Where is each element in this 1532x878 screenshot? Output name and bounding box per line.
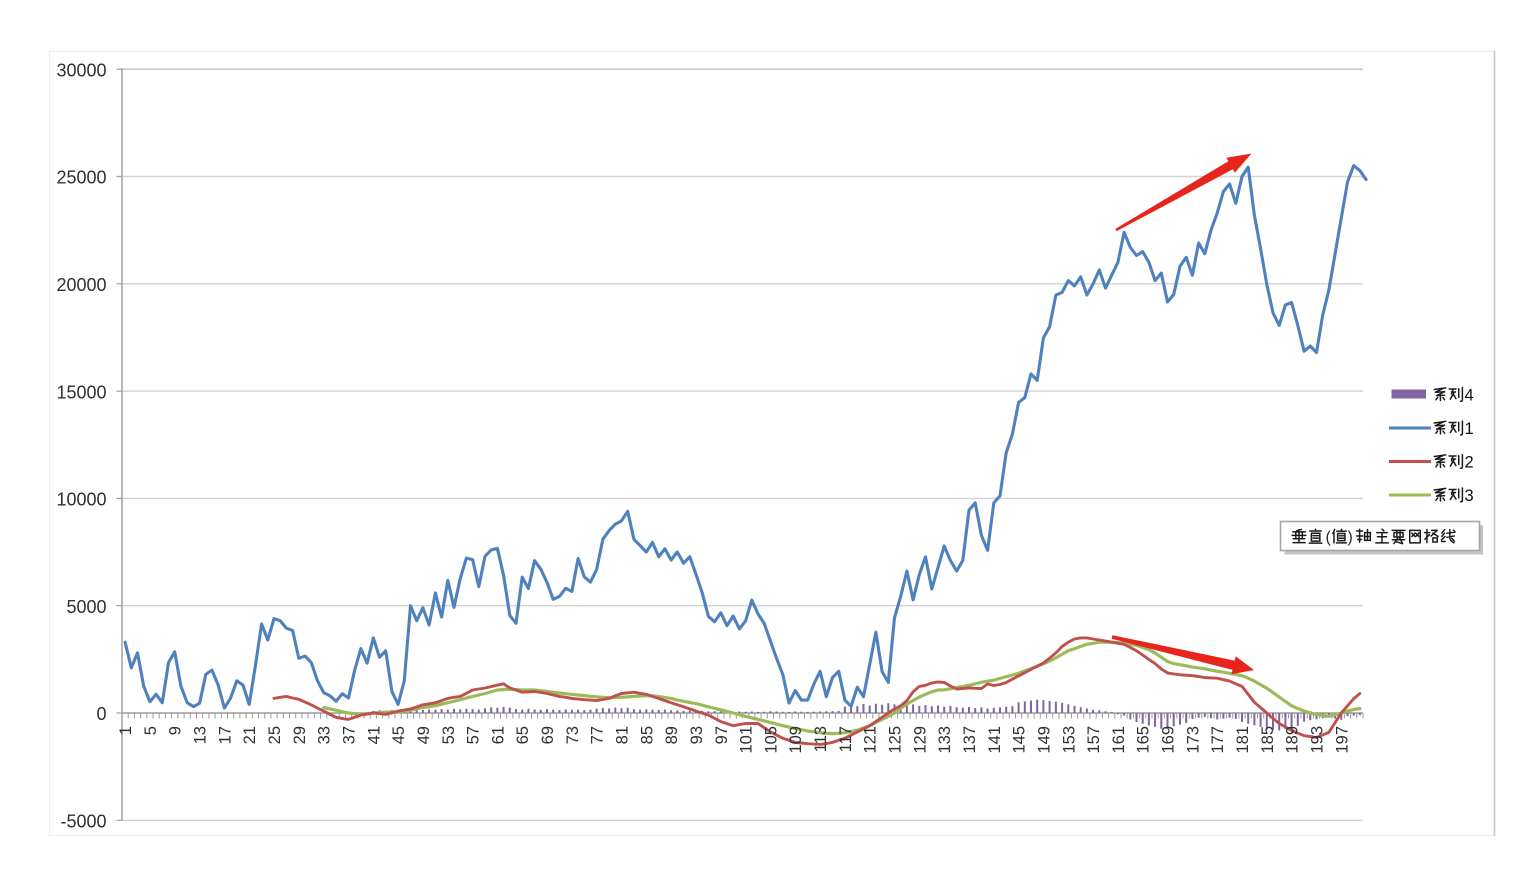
svg-text:141: 141	[986, 726, 1004, 754]
svg-text:117: 117	[837, 726, 855, 752]
svg-text:5: 5	[142, 726, 160, 735]
svg-text:153: 153	[1060, 726, 1078, 754]
svg-text:61: 61	[489, 726, 507, 744]
svg-text:101: 101	[738, 726, 756, 754]
svg-text:181: 181	[1234, 726, 1252, 754]
svg-text:189: 189	[1284, 726, 1302, 754]
svg-text:3: 3	[1465, 487, 1474, 505]
svg-text:149: 149	[1035, 726, 1053, 754]
svg-text:10000: 10000	[56, 490, 106, 510]
svg-text:177: 177	[1209, 726, 1227, 754]
svg-text:121: 121	[862, 726, 880, 754]
svg-text:5000: 5000	[66, 597, 106, 617]
svg-text:125: 125	[887, 726, 905, 754]
svg-text:1: 1	[1465, 420, 1474, 438]
svg-text:89: 89	[663, 726, 681, 744]
svg-text:57: 57	[465, 726, 483, 744]
svg-text:161: 161	[1110, 726, 1128, 754]
svg-text:129: 129	[911, 726, 929, 754]
svg-text:109: 109	[787, 726, 805, 754]
svg-text:): )	[1348, 529, 1353, 546]
svg-text:-5000: -5000	[60, 812, 106, 832]
svg-text:165: 165	[1135, 726, 1153, 754]
svg-text:73: 73	[564, 726, 582, 744]
svg-text:193: 193	[1309, 726, 1327, 754]
svg-text:65: 65	[514, 726, 532, 744]
svg-text:33: 33	[316, 726, 334, 744]
svg-text:41: 41	[365, 726, 383, 744]
svg-text:21: 21	[241, 726, 259, 744]
svg-text:25: 25	[266, 726, 284, 744]
svg-text:85: 85	[638, 726, 656, 744]
svg-text:4: 4	[1465, 387, 1474, 405]
svg-text:0: 0	[96, 704, 106, 724]
svg-text:97: 97	[713, 726, 731, 744]
svg-text:(: (	[1326, 529, 1332, 546]
svg-text:13: 13	[192, 726, 210, 744]
svg-text:1: 1	[117, 726, 135, 735]
svg-text:49: 49	[415, 726, 433, 744]
svg-text:25000: 25000	[56, 168, 106, 188]
svg-text:105: 105	[762, 726, 780, 754]
svg-text:29: 29	[291, 726, 309, 744]
svg-text:113: 113	[812, 726, 830, 752]
svg-text:145: 145	[1011, 726, 1029, 754]
svg-text:15000: 15000	[56, 382, 106, 402]
svg-text:81: 81	[614, 726, 632, 744]
svg-text:20000: 20000	[56, 275, 106, 295]
svg-text:17: 17	[216, 726, 234, 744]
svg-text:137: 137	[961, 726, 979, 754]
svg-text:69: 69	[539, 726, 557, 744]
svg-text:157: 157	[1085, 726, 1103, 754]
svg-text:30000: 30000	[56, 60, 106, 80]
svg-text:185: 185	[1259, 726, 1277, 754]
svg-text:197: 197	[1333, 726, 1351, 754]
svg-text:37: 37	[341, 726, 359, 744]
svg-text:93: 93	[688, 726, 706, 744]
svg-text:169: 169	[1160, 726, 1178, 754]
svg-text:2: 2	[1465, 454, 1474, 472]
svg-text:173: 173	[1184, 726, 1202, 754]
svg-text:53: 53	[440, 726, 458, 744]
svg-text:9: 9	[167, 726, 185, 735]
svg-text:45: 45	[390, 726, 408, 744]
svg-text:77: 77	[589, 726, 607, 744]
svg-text:133: 133	[936, 726, 954, 754]
